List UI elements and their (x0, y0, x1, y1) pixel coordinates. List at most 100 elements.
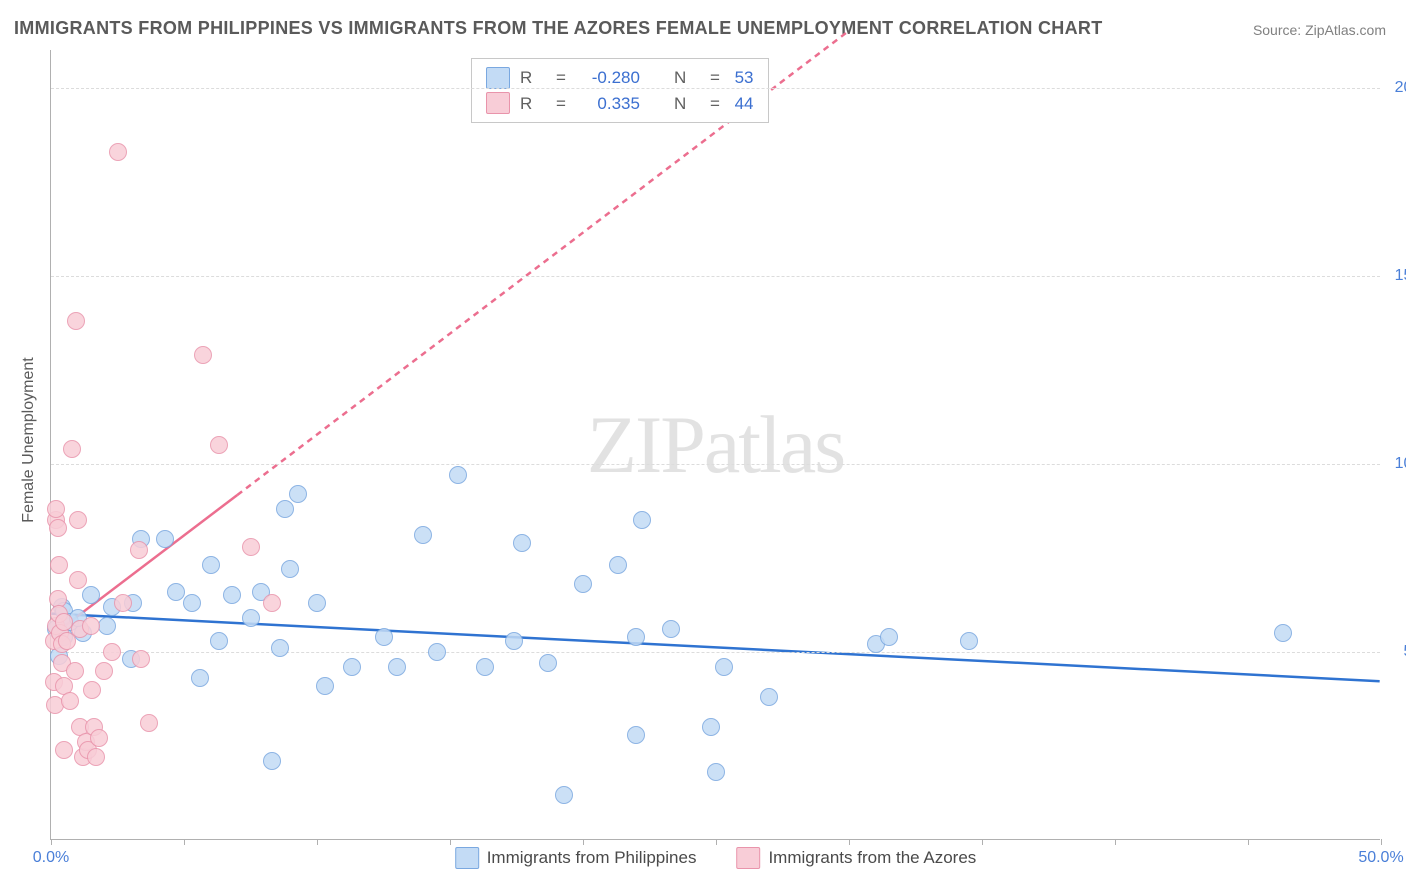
stat-n-label: N (674, 91, 700, 117)
source-label: Source: ZipAtlas.com (1253, 22, 1386, 38)
x-tick (450, 839, 451, 845)
x-tick (184, 839, 185, 845)
legend-swatch (486, 67, 510, 89)
series-legend: Immigrants from Philippines Immigrants fr… (455, 847, 977, 869)
x-tick (982, 839, 983, 845)
data-point (210, 436, 228, 454)
data-point (1274, 624, 1292, 642)
x-tick (51, 839, 52, 845)
data-point (242, 609, 260, 627)
data-point (880, 628, 898, 646)
data-point (95, 662, 113, 680)
data-point (114, 594, 132, 612)
data-point (210, 632, 228, 650)
x-tick (716, 839, 717, 845)
legend-swatch (736, 847, 760, 869)
gridline-h (51, 276, 1380, 277)
data-point (343, 658, 361, 676)
data-point (202, 556, 220, 574)
data-point (449, 466, 467, 484)
stat-r-label: R (520, 91, 546, 117)
chart-title: IMMIGRANTS FROM PHILIPPINES VS IMMIGRANT… (14, 18, 1103, 39)
y-axis-title: Female Unemployment (20, 357, 38, 522)
data-point (67, 312, 85, 330)
data-point (960, 632, 978, 650)
data-point (98, 617, 116, 635)
data-point (375, 628, 393, 646)
gridline-h (51, 652, 1380, 653)
legend-label: Immigrants from the Azores (768, 848, 976, 868)
source-name: ZipAtlas.com (1305, 22, 1386, 38)
data-point (103, 643, 121, 661)
data-point (191, 669, 209, 687)
data-point (66, 662, 84, 680)
data-point (263, 594, 281, 612)
data-point (633, 511, 651, 529)
x-tick (1248, 839, 1249, 845)
stats-legend-box: R=-0.280N= 53R=0.335N= 44 (471, 58, 769, 123)
data-point (276, 500, 294, 518)
data-point (707, 763, 725, 781)
data-point (109, 143, 127, 161)
data-point (194, 346, 212, 364)
data-point (242, 538, 260, 556)
stat-r-value: 0.335 (576, 91, 640, 117)
y-tick-label: 20.0% (1395, 79, 1406, 97)
data-point (82, 586, 100, 604)
y-tick-label: 15.0% (1395, 267, 1406, 285)
data-point (476, 658, 494, 676)
data-point (414, 526, 432, 544)
legend-swatch (455, 847, 479, 869)
data-point (555, 786, 573, 804)
legend-label: Immigrants from Philippines (487, 848, 697, 868)
source-prefix: Source: (1253, 22, 1305, 38)
gridline-h (51, 88, 1380, 89)
data-point (428, 643, 446, 661)
x-tick-label: 0.0% (33, 849, 69, 867)
data-point (50, 556, 68, 574)
data-point (513, 534, 531, 552)
stat-eq: = (710, 91, 720, 117)
data-point (61, 692, 79, 710)
data-point (90, 729, 108, 747)
data-point (271, 639, 289, 657)
data-point (130, 541, 148, 559)
y-tick-label: 10.0% (1395, 455, 1406, 473)
stat-n-value: 44 (730, 91, 754, 117)
data-point (308, 594, 326, 612)
watermark: ZIPatlas (587, 398, 844, 492)
legend-item: Immigrants from Philippines (455, 847, 697, 869)
data-point (609, 556, 627, 574)
data-point (83, 681, 101, 699)
data-point (69, 571, 87, 589)
data-point (662, 620, 680, 638)
stat-eq: = (556, 91, 566, 117)
scatter-plot-area: ZIPatlas R=-0.280N= 53R=0.335N= 44 Immig… (50, 50, 1380, 840)
data-point (156, 530, 174, 548)
legend-item: Immigrants from the Azores (736, 847, 976, 869)
data-point (223, 586, 241, 604)
x-tick (1381, 839, 1382, 845)
data-point (140, 714, 158, 732)
x-tick (317, 839, 318, 845)
data-point (167, 583, 185, 601)
data-point (55, 741, 73, 759)
data-point (702, 718, 720, 736)
data-point (627, 726, 645, 744)
data-point (263, 752, 281, 770)
data-point (539, 654, 557, 672)
data-point (316, 677, 334, 695)
data-point (87, 748, 105, 766)
data-point (574, 575, 592, 593)
data-point (49, 519, 67, 537)
data-point (505, 632, 523, 650)
gridline-h (51, 464, 1380, 465)
x-tick (849, 839, 850, 845)
chart-container: IMMIGRANTS FROM PHILIPPINES VS IMMIGRANT… (0, 0, 1406, 892)
data-point (627, 628, 645, 646)
data-point (281, 560, 299, 578)
data-point (388, 658, 406, 676)
data-point (63, 440, 81, 458)
data-point (69, 511, 87, 529)
data-point (289, 485, 307, 503)
